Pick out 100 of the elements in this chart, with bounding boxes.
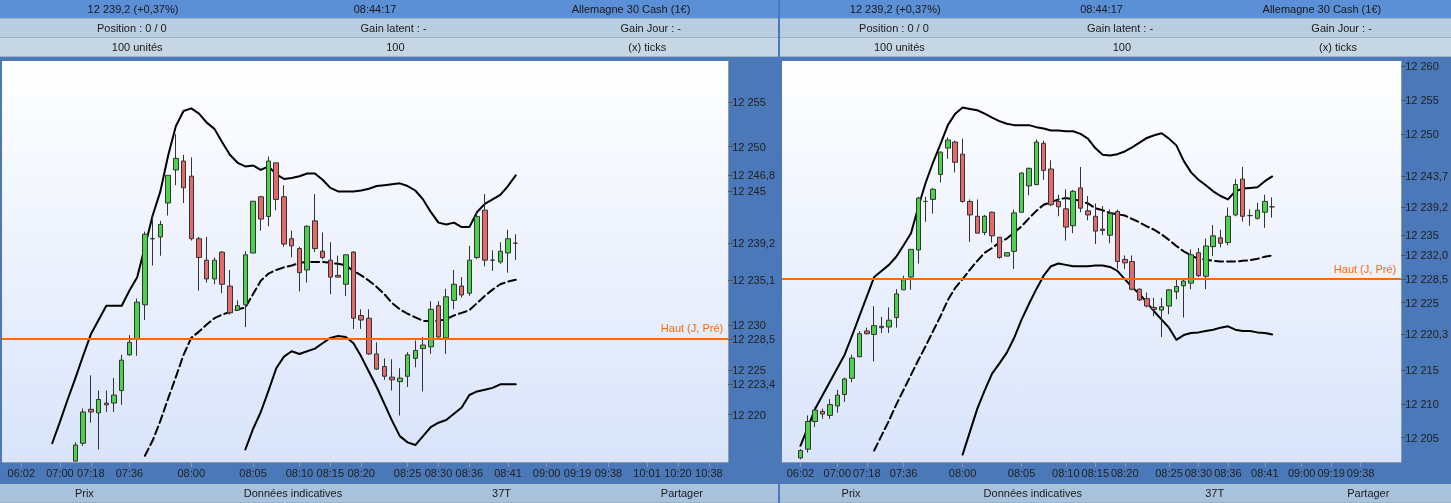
x-tick-label: 08:25 [1155, 466, 1183, 479]
y-tick-label: 12 250 [1405, 127, 1439, 140]
candlestick [1048, 159, 1054, 207]
candlestick [1137, 288, 1142, 302]
candlestick [960, 138, 965, 204]
candlestick [389, 358, 395, 392]
candlestick [1240, 166, 1245, 223]
candlestick [1107, 209, 1113, 244]
text: 08:44:17 [353, 3, 397, 15]
text: Allemagne 30 Cash (1€) [1262, 3, 1382, 15]
candlestick [1233, 178, 1238, 217]
candlestick [80, 407, 86, 447]
x-tick-label: 08:10 [1052, 466, 1080, 479]
candlestick [181, 154, 186, 204]
candlestick [842, 377, 847, 403]
x-tick-label: 09:19 [563, 466, 592, 479]
y-tick-label: 12 246,8 [732, 169, 776, 182]
text: 12 239,2 (+0,37%) [849, 3, 941, 15]
x-tick-label: 08:20 [1111, 466, 1139, 479]
candlestick [467, 245, 472, 297]
y-tick-label: 12 235 [1405, 229, 1439, 242]
text: Position : 0 / 0 [96, 22, 167, 34]
text: 100 unités [111, 41, 163, 53]
candlestick [150, 215, 155, 267]
candlestick [320, 231, 325, 260]
candlestick [1093, 202, 1098, 245]
candlestick [374, 341, 379, 371]
y-tick-label: 12 239,2 [1405, 200, 1449, 213]
candlestick [289, 230, 294, 258]
candlestick [219, 250, 225, 294]
line-series [873, 197, 1274, 452]
text: 12 239,2 (+0,37%) [87, 3, 179, 15]
y-tick-label: 12 228,5 [1405, 273, 1449, 286]
candlestick [165, 174, 171, 217]
text: 37T [492, 487, 511, 499]
text: Position : 0 / 0 [859, 22, 929, 34]
candlestick [405, 351, 410, 388]
candlestick [250, 200, 256, 254]
candlestick [358, 308, 364, 330]
candlestick [173, 133, 179, 186]
y-tick-label: 12 232,0 [1405, 249, 1449, 262]
candlestick [382, 357, 387, 381]
candlestick [930, 187, 936, 215]
candlestick [1269, 196, 1275, 219]
candlestick [1255, 202, 1260, 221]
x-tick-label: 09:19 [1317, 466, 1345, 479]
candlestick [420, 336, 426, 392]
line-series [961, 262, 1274, 456]
candlestick [142, 231, 148, 321]
x-tick-label: 09:00 [1287, 466, 1316, 479]
x-tick-label: 07:18 [853, 466, 881, 479]
x-tick-label: 06:02 [7, 466, 36, 479]
y-tick-label: 12 228,5 [732, 332, 776, 345]
candlestick [505, 229, 511, 274]
x-tick-label: 07:00 [823, 466, 852, 479]
candlestick [908, 248, 914, 291]
candlestick [498, 241, 503, 265]
candlestick [894, 288, 899, 329]
text: Partager [1347, 487, 1390, 499]
candlestick [916, 196, 921, 265]
candlestick [428, 300, 434, 355]
candlestick [158, 220, 163, 257]
candlestick [1174, 278, 1179, 300]
candlestick [459, 276, 464, 299]
text: 37T [1205, 487, 1225, 499]
x-tick-label: 08:10 [285, 466, 314, 479]
y-tick-label: 12 235,1 [732, 273, 776, 286]
candlestick [835, 389, 840, 414]
candlestick [111, 377, 117, 413]
candlestick [127, 334, 132, 357]
candlestick [312, 193, 318, 253]
candlestick [1144, 292, 1150, 308]
candlestick [196, 236, 202, 292]
candlestick [88, 374, 94, 424]
x-tick-label: 08:00 [177, 466, 206, 479]
text: Gain latent : - [1087, 22, 1154, 34]
candlestick [1196, 247, 1201, 278]
candlestick [474, 210, 480, 260]
text: Gain Jour : - [620, 22, 682, 34]
x-tick-label: 07:00 [46, 466, 74, 479]
text: 100 unités [873, 41, 925, 53]
candlestick [258, 195, 264, 232]
y-tick-label: 12 225 [1405, 296, 1439, 309]
candlestick [1159, 297, 1164, 338]
candlestick [235, 299, 240, 312]
candlestick [1151, 297, 1157, 317]
candlestick [1041, 140, 1046, 181]
ref-line-label: Haut (J, Pré) [1333, 262, 1397, 275]
x-tick-label: 08:05 [1007, 466, 1036, 479]
candlestick [281, 184, 287, 248]
candlestick [1085, 195, 1091, 221]
candlestick [1078, 166, 1083, 213]
candlestick [798, 448, 803, 460]
ref-line-label: Haut (J, Pré) [660, 322, 724, 335]
candlestick [482, 193, 488, 267]
x-tick-label: 08:41 [494, 466, 522, 479]
candlestick [351, 250, 356, 330]
candlestick [938, 150, 943, 184]
y-tick-label: 12 239,2 [732, 237, 776, 250]
x-tick-label: 09:38 [594, 466, 623, 479]
